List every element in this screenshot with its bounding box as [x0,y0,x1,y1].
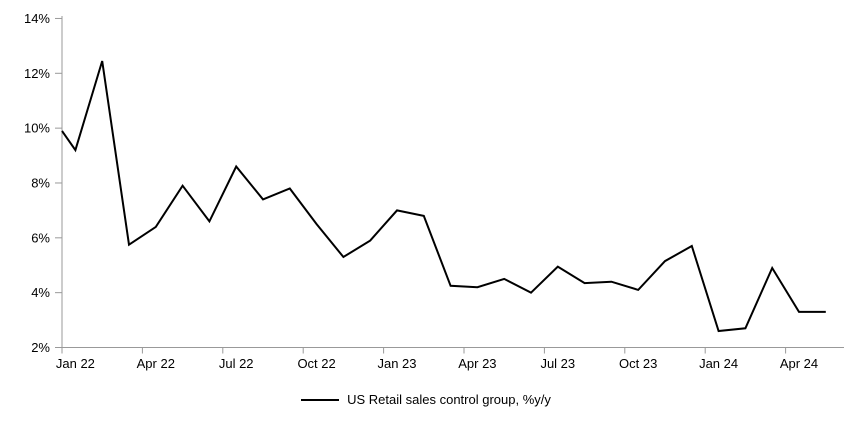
x-axis-tick-label: Oct 22 [297,356,335,371]
retail-sales-series-line [61,60,826,333]
x-axis-tick-label: Jul 22 [219,356,254,371]
x-axis-tick-label: Jan 24 [699,356,738,371]
y-axis-tick-label: 12% [24,66,50,81]
x-axis-tick-label: Oct 23 [619,356,657,371]
y-axis-tick-label: 14% [24,11,50,26]
legend-line-swatch [301,398,340,401]
y-axis-tick-label: 6% [31,230,50,245]
x-axis-tick-label: Apr 24 [780,356,818,371]
y-axis-tick-label: 2% [31,340,50,355]
legend-label: US Retail sales control group, %y/y [347,392,551,407]
x-axis-tick-label: Apr 23 [458,356,496,371]
x-axis-tick-label: Apr 22 [137,356,175,371]
y-axis-tick-label: 8% [31,175,50,190]
chart-legend: US Retail sales control group, %y/y [0,392,852,407]
x-axis-tick-label: Jan 22 [56,356,95,371]
y-axis-tick-label: 10% [24,121,50,136]
x-axis-tick-label: Jul 23 [540,356,575,371]
y-axis-tick-label: 4% [31,285,50,300]
x-axis-tick-label: Jan 23 [377,356,416,371]
